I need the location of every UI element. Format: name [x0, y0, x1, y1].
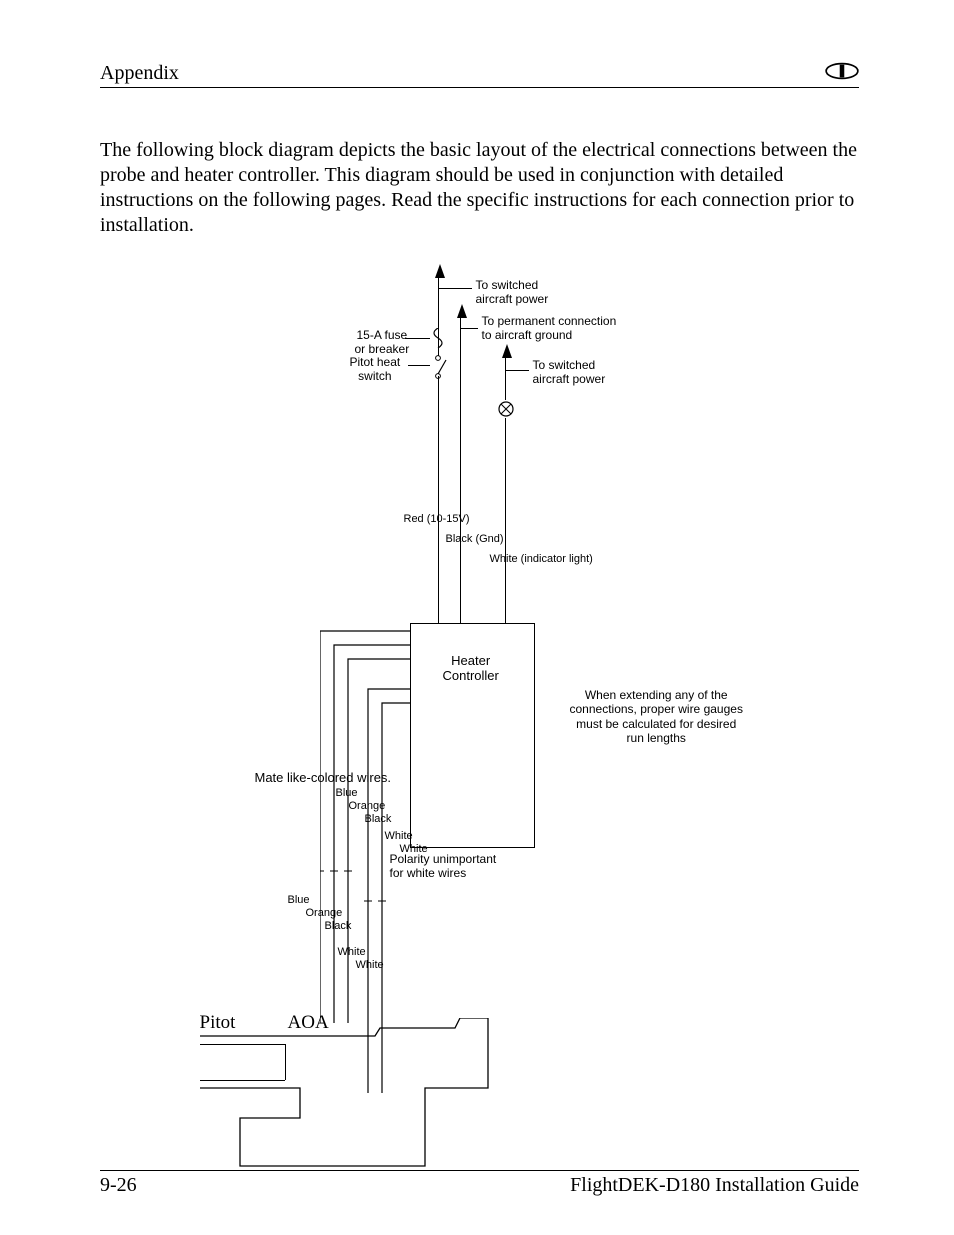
wire-l-white1: White — [338, 946, 366, 958]
red-wire-label: Red (10-15V) — [404, 513, 470, 525]
to-power-1: To switched aircraft power — [476, 278, 549, 306]
wire-r-orange: Orange — [349, 800, 386, 812]
polarity-note: Polarity unimportant for white wires — [390, 853, 497, 881]
wire-r-white1: White — [385, 830, 413, 842]
to-ground: To permanent connection to aircraft grou… — [482, 314, 617, 342]
switch-icon — [428, 354, 448, 380]
wire-r-black: Black — [365, 813, 392, 825]
to-power-2: To switched aircraft power — [533, 358, 606, 386]
page-number: 9-26 — [100, 1174, 137, 1197]
wiring-diagram: Pitot AOA Heater Controller Blue — [200, 258, 760, 1173]
wire-l-orange: Orange — [306, 907, 343, 919]
page-footer: 9-26 FlightDEK-D180 Installation Guide — [100, 1170, 859, 1197]
extend-note: When extending any of the connections, p… — [570, 688, 743, 746]
page-header: Appendix — [100, 62, 859, 88]
mate-note: Mate like-colored wires. — [255, 770, 392, 785]
wire-l-blue: Blue — [288, 894, 310, 906]
wire-l-black: Black — [325, 920, 352, 932]
footer-title: FlightDEK-D180 Installation Guide — [570, 1174, 859, 1197]
pitot-label: Pitot — [200, 1012, 236, 1034]
indicator-light-icon — [497, 400, 515, 420]
fuse-icon — [430, 328, 446, 348]
white-wire-label: White (indicator light) — [490, 553, 593, 565]
switch-label: Pitot heat switch — [350, 355, 401, 383]
black-wire-label: Black (Gnd) — [446, 533, 504, 545]
intro-paragraph: The following block diagram depicts the … — [100, 138, 859, 238]
section-title: Appendix — [100, 62, 179, 85]
wire-l-white2: White — [356, 959, 384, 971]
fuse-label: 15-A fuse or breaker — [355, 328, 410, 356]
brand-logo-icon — [825, 62, 859, 85]
wire-r-blue: Blue — [336, 787, 358, 799]
